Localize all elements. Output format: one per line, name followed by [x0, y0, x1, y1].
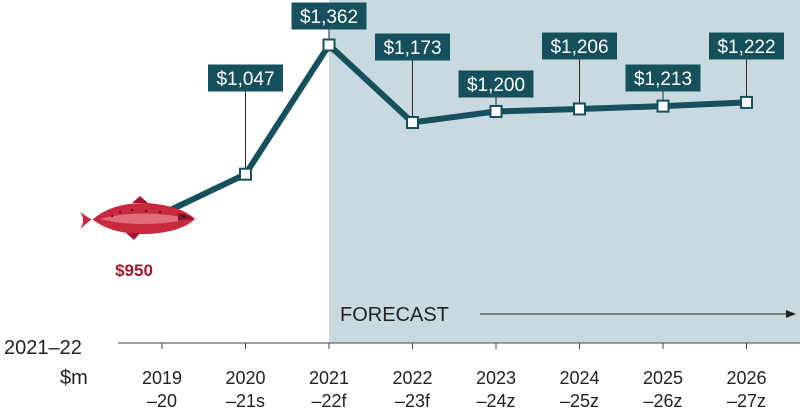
tick-label-year: 2019: [142, 368, 182, 388]
value-label-box: [458, 70, 534, 98]
tick-label-year: 2020: [225, 368, 265, 388]
data-point-marker: [489, 104, 503, 118]
tick-label-year: 2026: [726, 368, 766, 388]
value-label-box: [208, 64, 283, 92]
tick-label-year: 2024: [559, 368, 599, 388]
axis-unit-currency: $m: [60, 367, 88, 389]
value-label: $1,173: [383, 38, 441, 59]
forecast-arrow-head: [786, 310, 796, 318]
value-label: $1,213: [634, 69, 692, 90]
tick-label-period: –25z: [560, 391, 599, 411]
value-label-box: [375, 33, 450, 61]
tick-label-period: –27z: [727, 391, 766, 411]
tick-label-year: 2023: [476, 368, 516, 388]
series-line: [160, 40, 747, 217]
value-label-box: [291, 2, 367, 30]
tick-label-period: –24z: [476, 391, 515, 411]
data-point-marker: [573, 102, 586, 116]
data-point-marker: [322, 38, 336, 52]
value-label-first: $950: [115, 261, 153, 280]
tick-label-period: –23f: [395, 391, 431, 411]
value-labels: $950 $1,047 $1,362 $1,173 $1,200 $1,206 $1,213…: [115, 2, 784, 280]
tick-label-year: 2021: [309, 368, 349, 388]
value-label: $1,200: [467, 75, 525, 96]
value-label: $1,222: [717, 37, 775, 58]
tick-label-year: 2022: [392, 368, 432, 388]
value-leader-lines: [245, 29, 747, 175]
salmon-fish-icon: [80, 196, 195, 240]
data-markers: [239, 38, 753, 181]
value-label: $1,047: [216, 69, 274, 90]
value-label-box: [709, 32, 784, 60]
tick-label-period: –20: [147, 391, 177, 411]
data-point-marker: [740, 95, 753, 109]
value-label: $1,362: [300, 7, 358, 28]
value-label: $1,206: [550, 37, 608, 58]
data-point-marker: [656, 99, 670, 113]
data-point-marker: [406, 116, 419, 130]
axis-unit-year: 2021–22: [4, 337, 82, 359]
tick-label-period: –26z: [643, 391, 682, 411]
value-label-box: [625, 64, 701, 92]
tick-label-year: 2025: [643, 368, 683, 388]
tick-label-period: –22f: [311, 391, 347, 411]
data-point-marker: [239, 167, 252, 181]
tick-label-period: –21s: [226, 391, 265, 411]
forecast-label: FORECAST: [340, 304, 449, 326]
value-label-box: [542, 32, 617, 60]
x-axis-ticks: 2019 –20 2020 –21s 2021 –22f 2022 –23f 2023 –24z 2…: [142, 343, 767, 411]
